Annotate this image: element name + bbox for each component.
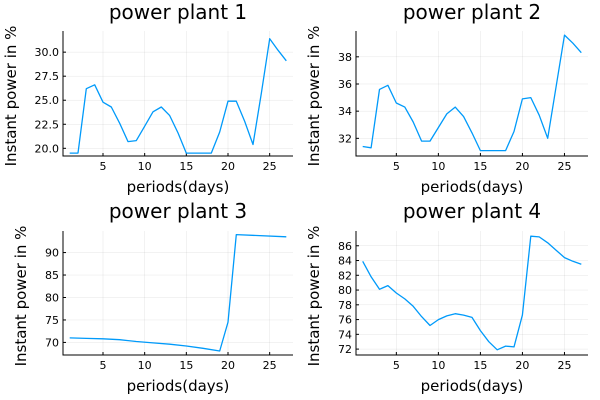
y-tick-label: 74: [338, 328, 352, 341]
chart-title: power plant 3: [109, 199, 247, 223]
chart-title: power plant 4: [403, 199, 541, 223]
axis-frame: [62, 231, 293, 356]
y-tick-label: 27.5: [35, 70, 60, 83]
subplot-power-plant-2: power plant 2 periods(days) Instant powe…: [305, 0, 588, 196]
x-tick-label: 5: [393, 359, 400, 372]
y-tick-label: 72: [338, 343, 352, 356]
y-axis-label: Instant power in %: [305, 226, 323, 367]
x-tick-label: 20: [515, 160, 529, 173]
x-tick-label: 20: [221, 160, 235, 173]
subplot-power-plant-3: power plant 3 periods(days) Instant powe…: [12, 199, 293, 395]
series-line: [69, 233, 287, 352]
series-line: [69, 38, 287, 154]
y-tick-label: 85: [45, 269, 59, 282]
y-tick-label: 20.0: [35, 142, 60, 155]
y-tick-label: 38: [338, 51, 352, 64]
chart-title: power plant 1: [109, 0, 247, 24]
x-tick-label: 20: [515, 359, 529, 372]
x-tick-label: 10: [431, 359, 445, 372]
y-tick-label: 90: [45, 247, 59, 260]
subplot-power-plant-4: power plant 4 periods(days) Instant powe…: [305, 199, 588, 395]
x-tick-label: 25: [263, 359, 277, 372]
x-axis-label: periods(days): [421, 178, 524, 196]
y-tick-label: 84: [338, 255, 352, 268]
axis-frame: [355, 231, 588, 356]
y-tick-label: 78: [338, 299, 352, 312]
y-tick-label: 70: [45, 336, 59, 349]
x-tick-label: 20: [221, 359, 235, 372]
y-axis-label: Instant power in %: [305, 26, 323, 167]
x-tick-label: 15: [179, 359, 193, 372]
y-tick-label: 76: [338, 314, 352, 327]
x-tick-label: 10: [138, 359, 152, 372]
x-tick-label: 15: [179, 160, 193, 173]
y-tick-label: 36: [338, 78, 352, 91]
y-tick-label: 22.5: [35, 118, 60, 131]
series-line: [362, 34, 582, 152]
subplot-power-plant-1: power plant 1 periods(days) Instant powe…: [2, 0, 293, 196]
x-tick-label: 5: [393, 160, 400, 173]
x-axis-label: periods(days): [127, 377, 230, 395]
x-tick-label: 10: [138, 160, 152, 173]
y-tick-label: 30.0: [35, 46, 60, 59]
x-tick-label: 5: [100, 359, 107, 372]
x-tick-label: 25: [557, 160, 571, 173]
axis-frame: [355, 31, 588, 157]
axis-frame: [62, 31, 293, 157]
x-tick-label: 10: [431, 160, 445, 173]
y-axis-label: Instant power in %: [12, 226, 30, 367]
y-tick-label: 75: [45, 314, 59, 327]
x-tick-label: 15: [473, 359, 487, 372]
series-line: [362, 235, 582, 351]
y-tick-label: 82: [338, 269, 352, 282]
x-axis-label: periods(days): [127, 178, 230, 196]
y-tick-label: 86: [338, 240, 352, 253]
y-axis-label: Instant power in %: [2, 26, 20, 167]
x-tick-label: 25: [557, 359, 571, 372]
x-axis-label: periods(days): [421, 377, 524, 395]
y-tick-label: 80: [338, 284, 352, 297]
y-tick-label: 32: [338, 132, 352, 145]
chart-title: power plant 2: [403, 0, 541, 24]
y-tick-label: 34: [338, 105, 352, 118]
x-tick-label: 15: [473, 160, 487, 173]
y-tick-label: 80: [45, 291, 59, 304]
x-tick-label: 25: [263, 160, 277, 173]
y-tick-label: 25.0: [35, 94, 60, 107]
x-tick-label: 5: [100, 160, 107, 173]
